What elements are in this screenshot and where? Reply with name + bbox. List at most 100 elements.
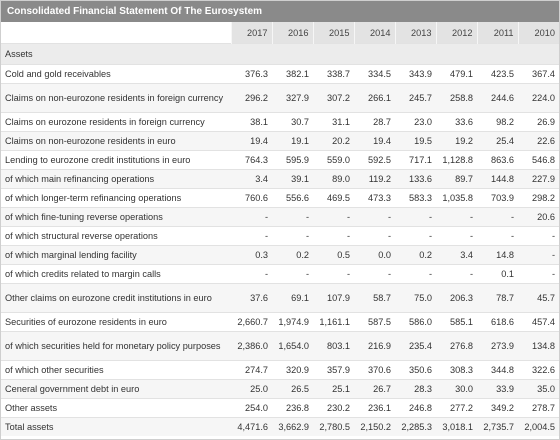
value-cell: 760.6 bbox=[231, 188, 272, 208]
value-cell: 1,974.9 bbox=[272, 312, 313, 332]
value-cell: 618.6 bbox=[477, 312, 518, 332]
table-row: Claims on eurozone residents in foreign … bbox=[1, 112, 559, 132]
value-cell: - bbox=[231, 226, 272, 246]
table-row: Ceneral government debt in euro 25.0 26.5 2… bbox=[1, 379, 559, 399]
value-cell: 703.9 bbox=[477, 188, 518, 208]
table-row: of which marginal lending facility 0.3 0.2… bbox=[1, 245, 559, 265]
year-header-2015[interactable]: 2015 bbox=[312, 22, 354, 44]
value-cell: 4,471.6 bbox=[231, 417, 272, 436]
value-cell: 235.4 bbox=[395, 331, 436, 361]
value-cell: 134.8 bbox=[518, 331, 559, 361]
value-cell: 14.8 bbox=[477, 245, 518, 265]
value-cell: 2,780.5 bbox=[313, 417, 354, 436]
value-cell: - bbox=[313, 226, 354, 246]
header-spacer bbox=[1, 22, 231, 44]
value-cell: 338.7 bbox=[313, 64, 354, 84]
table-row: of which structural reverse operations - -… bbox=[1, 226, 559, 246]
year-header-2010[interactable]: 2010 bbox=[517, 22, 559, 44]
section-label: Assets bbox=[1, 43, 559, 65]
table-row: of which credits related to margin calls… bbox=[1, 264, 559, 284]
value-cell: 28.3 bbox=[395, 379, 436, 399]
value-cell: 35.0 bbox=[518, 379, 559, 399]
value-cell: 367.4 bbox=[518, 64, 559, 84]
value-cell: 308.3 bbox=[436, 360, 477, 380]
value-cell: 254.0 bbox=[231, 398, 272, 418]
value-cell: 457.4 bbox=[518, 312, 559, 332]
value-cell: - bbox=[518, 245, 559, 265]
value-cell: - bbox=[272, 264, 313, 284]
year-header-2012[interactable]: 2012 bbox=[435, 22, 477, 44]
value-cell: 344.8 bbox=[477, 360, 518, 380]
value-cell: - bbox=[313, 207, 354, 227]
value-cell: 595.9 bbox=[272, 150, 313, 170]
value-cell: 863.6 bbox=[477, 150, 518, 170]
value-cell: 278.7 bbox=[518, 398, 559, 418]
value-cell: 298.2 bbox=[518, 188, 559, 208]
row-label: of which other securities bbox=[1, 360, 231, 380]
value-cell: - bbox=[231, 264, 272, 284]
value-cell: 98.2 bbox=[477, 112, 518, 132]
value-cell: 583.3 bbox=[395, 188, 436, 208]
year-header-2014[interactable]: 2014 bbox=[353, 22, 395, 44]
value-cell: 0.3 bbox=[231, 245, 272, 265]
value-cell: 0.2 bbox=[272, 245, 313, 265]
value-cell: 30.7 bbox=[272, 112, 313, 132]
year-header-2017[interactable]: 2017 bbox=[230, 22, 272, 44]
value-cell: - bbox=[395, 264, 436, 284]
value-cell: 26.5 bbox=[272, 379, 313, 399]
row-label: Ceneral government debt in euro bbox=[1, 379, 231, 399]
value-cell: 45.7 bbox=[518, 283, 559, 313]
value-cell: 245.7 bbox=[395, 83, 436, 113]
value-cell: 19.5 bbox=[395, 131, 436, 151]
value-cell: 717.1 bbox=[395, 150, 436, 170]
table-row: Other claims on eurozone credit institut… bbox=[1, 283, 559, 313]
value-cell: 224.0 bbox=[518, 83, 559, 113]
value-cell: 2,660.7 bbox=[231, 312, 272, 332]
value-cell: 258.8 bbox=[436, 83, 477, 113]
value-cell: 587.5 bbox=[354, 312, 395, 332]
value-cell: 0.1 bbox=[477, 264, 518, 284]
value-cell: 19.2 bbox=[436, 131, 477, 151]
value-cell: 266.1 bbox=[354, 83, 395, 113]
value-cell: 38.1 bbox=[231, 112, 272, 132]
value-cell: - bbox=[477, 226, 518, 246]
value-cell: - bbox=[395, 226, 436, 246]
value-cell: 119.2 bbox=[354, 169, 395, 189]
table-row: of which securities held for monetary po… bbox=[1, 331, 559, 361]
value-cell: 3,662.9 bbox=[272, 417, 313, 436]
value-cell: 216.9 bbox=[354, 331, 395, 361]
value-cell: 19.1 bbox=[272, 131, 313, 151]
value-cell: 764.3 bbox=[231, 150, 272, 170]
value-cell: - bbox=[272, 207, 313, 227]
value-cell: 0.0 bbox=[354, 245, 395, 265]
value-cell: 23.0 bbox=[395, 112, 436, 132]
value-cell: 89.7 bbox=[436, 169, 477, 189]
year-header-row: 2017 2016 2015 2014 2013 2012 2011 2010 bbox=[1, 22, 559, 44]
value-cell: 107.9 bbox=[313, 283, 354, 313]
value-cell: 144.8 bbox=[477, 169, 518, 189]
year-header-2011[interactable]: 2011 bbox=[476, 22, 518, 44]
value-cell: 31.1 bbox=[313, 112, 354, 132]
year-header-2016[interactable]: 2016 bbox=[271, 22, 313, 44]
value-cell: 376.3 bbox=[231, 64, 272, 84]
row-label: of which credits related to margin calls bbox=[1, 264, 231, 284]
value-cell: 19.4 bbox=[354, 131, 395, 151]
row-label: of which longer-term refinancing operati… bbox=[1, 188, 231, 208]
value-cell: 25.4 bbox=[477, 131, 518, 151]
value-cell: 559.0 bbox=[313, 150, 354, 170]
value-cell: - bbox=[354, 226, 395, 246]
value-cell: 803.1 bbox=[313, 331, 354, 361]
table-row: Claims on non-eurozone residents in fore… bbox=[1, 83, 559, 113]
value-cell: 206.3 bbox=[436, 283, 477, 313]
value-cell: 28.7 bbox=[354, 112, 395, 132]
value-cell: 33.9 bbox=[477, 379, 518, 399]
table-row: Lending to eurozone credit institutions … bbox=[1, 150, 559, 170]
year-header-2013[interactable]: 2013 bbox=[394, 22, 436, 44]
value-cell: 586.0 bbox=[395, 312, 436, 332]
value-cell: 133.6 bbox=[395, 169, 436, 189]
row-label: Other claims on eurozone credit institut… bbox=[1, 283, 231, 313]
value-cell: 382.1 bbox=[272, 64, 313, 84]
row-label: of which marginal lending facility bbox=[1, 245, 231, 265]
value-cell: 273.9 bbox=[477, 331, 518, 361]
